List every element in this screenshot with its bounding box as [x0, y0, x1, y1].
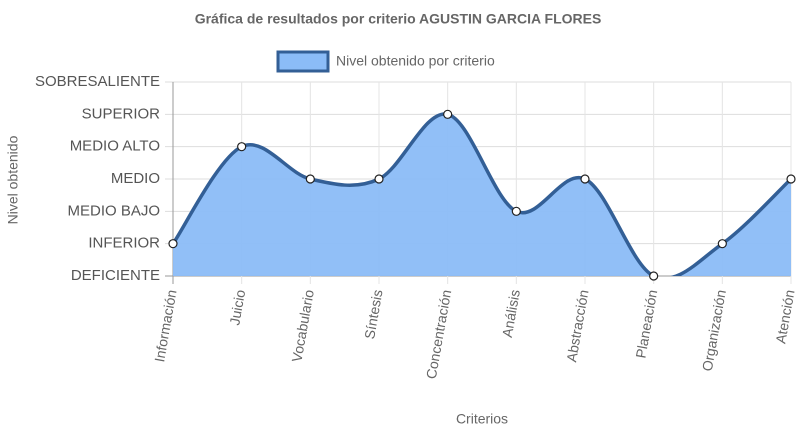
x-axis-title: Criterios [456, 411, 508, 427]
x-tick-label: Vocabulario [288, 288, 316, 363]
y-tick-label: MEDIO BAJO [67, 202, 160, 219]
x-tick-label: Juicio [226, 288, 248, 326]
y-axis-title: Nivel obtenido [5, 135, 21, 224]
y-tick-label: SOBRESALIENTE [35, 73, 160, 90]
x-tick-label: Atención [772, 288, 796, 344]
point [649, 271, 659, 281]
legend-swatch[interactable] [276, 50, 330, 73]
point [374, 174, 384, 184]
point [786, 174, 796, 184]
x-tick-label: Análisis [499, 288, 523, 338]
point [168, 239, 178, 249]
point [717, 239, 727, 249]
y-tick-label: MEDIO ALTO [70, 138, 160, 155]
x-tick-label: Síntesis [361, 288, 385, 340]
legend-label[interactable]: Nivel obtenido por criterio [336, 53, 495, 69]
y-tick-label: INFERIOR [88, 235, 160, 252]
point [443, 109, 453, 119]
x-tick-label: Planeación [632, 288, 660, 359]
line [173, 112, 791, 276]
plot-area [173, 112, 791, 276]
x-tick-label: Concentración [423, 288, 454, 380]
y-tick-label: SUPERIOR [82, 105, 161, 122]
y-tick-label: MEDIO [111, 170, 160, 187]
point [305, 174, 315, 184]
point [511, 206, 521, 216]
x-tick-label: Información [151, 288, 179, 363]
area [173, 114, 791, 276]
point [580, 174, 590, 184]
y-tick-label: DEFICIENTE [71, 267, 160, 284]
x-tick-label: Abstracción [563, 288, 591, 363]
x-tick-label: Organización [699, 288, 729, 372]
chart-title: Gráfica de resultados por criterio AGUST… [195, 11, 602, 27]
point [237, 142, 247, 152]
